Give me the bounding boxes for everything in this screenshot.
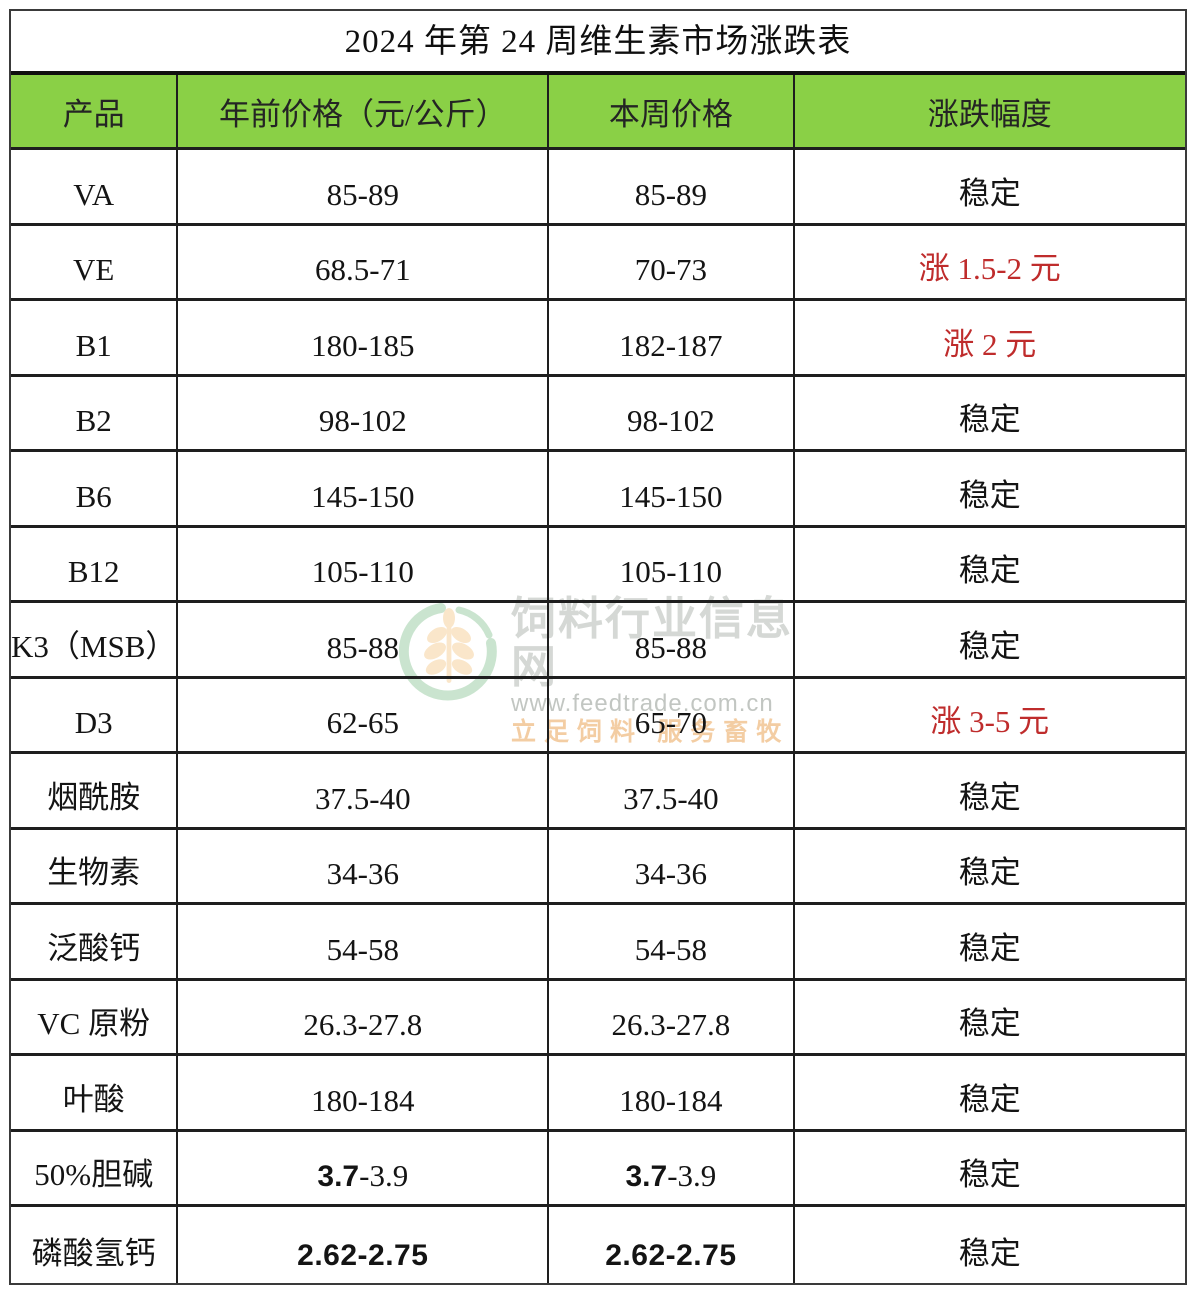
current-price-cell: 26.3-27.8 — [549, 980, 795, 1057]
prev-price-cell: 98-102 — [178, 376, 550, 453]
current-price-cell: 54-58 — [549, 905, 795, 981]
prev-price-cell: 105-110 — [178, 527, 550, 604]
product-cell: 50%胆碱 — [11, 1131, 179, 1208]
current-price-cell: 70-73 — [549, 225, 795, 302]
prev-price-cell: 54-58 — [178, 905, 550, 981]
product-cell: D3 — [11, 678, 179, 755]
change-cell: 稳定 — [794, 1132, 1185, 1208]
prev-price-cell: 145-150 — [178, 452, 550, 528]
product-cell: VA — [11, 150, 179, 226]
price-serif-part: -3.9 — [359, 1158, 409, 1194]
product-cell: B6 — [11, 452, 179, 528]
product-cell: 叶酸 — [11, 1056, 179, 1132]
change-cell: 涨 2 元 — [794, 301, 1185, 377]
change-cell: 涨 3-5 元 — [794, 679, 1185, 755]
change-cell: 涨 1.5-2 元 — [794, 226, 1185, 302]
current-price-cell: 37.5-40 — [549, 754, 795, 830]
table-title: 2024 年第 24 周维生素市场涨跌表 — [11, 11, 1185, 75]
change-cell: 稳定 — [794, 1056, 1185, 1132]
prev-price-cell: 37.5-40 — [178, 754, 550, 830]
change-cell: 稳定 — [794, 905, 1185, 981]
prev-price-cell: 34-36 — [178, 829, 550, 906]
current-price-cell: 65-70 — [549, 678, 795, 755]
change-cell: 稳定 — [794, 452, 1185, 528]
current-price-cell: 85-89 — [549, 150, 795, 226]
prev-price-cell: 2.62-2.75 — [178, 1207, 550, 1283]
prev-price-cell: 180-185 — [178, 301, 550, 377]
current-price-cell: 34-36 — [549, 829, 795, 906]
product-cell: B2 — [11, 376, 179, 453]
current-price-cell: 182-187 — [549, 301, 795, 377]
current-price-cell: 180-184 — [549, 1056, 795, 1132]
header-prev-price: 年前价格（元/公斤） — [178, 75, 550, 150]
product-cell: VC 原粉 — [11, 980, 179, 1057]
price-bold-part: 3.7 — [317, 1160, 360, 1194]
prev-price-cell: 180-184 — [178, 1056, 550, 1132]
product-cell: B1 — [11, 301, 179, 377]
change-cell: 稳定 — [794, 603, 1185, 679]
current-price-cell: 105-110 — [549, 527, 795, 604]
header-product: 产品 — [11, 75, 179, 150]
change-cell: 稳定 — [794, 150, 1185, 226]
product-cell: K3（MSB） — [11, 603, 179, 679]
change-cell: 稳定 — [794, 754, 1185, 830]
product-cell: VE — [11, 225, 179, 302]
change-cell: 稳定 — [958, 1235, 1021, 1271]
change-cell: 稳定 — [794, 981, 1185, 1057]
prev-price-cell: 85-89 — [178, 150, 550, 226]
table-grid: 2024 年第 24 周维生素市场涨跌表 产品 年前价格（元/公斤） 本周价格 … — [11, 11, 1185, 1283]
current-price-cell: 98-102 — [549, 376, 795, 453]
header-week-price: 本周价格 — [549, 75, 795, 150]
prev-price-cell: 26.3-27.8 — [178, 980, 550, 1057]
change-cell: 稳定 — [794, 528, 1185, 604]
current-price-cell: 2.62-2.75 — [549, 1207, 795, 1283]
prev-price-cell: 68.5-71 — [178, 225, 550, 302]
price-serif-part: -3.9 — [667, 1158, 717, 1194]
change-cell: 稳定 — [794, 377, 1185, 453]
price-bold-part: 3.7 — [625, 1160, 668, 1194]
product-cell: 泛酸钙 — [11, 905, 179, 981]
prev-price-cell: 3.7 -3.9 — [178, 1131, 550, 1208]
current-price-cell: 3.7 -3.9 — [549, 1131, 795, 1208]
header-change: 涨跌幅度 — [794, 75, 1185, 150]
change-cell: 稳定 — [794, 830, 1185, 906]
product-cell: 烟酰胺 — [11, 754, 179, 830]
product-cell: B12 — [11, 527, 179, 604]
prev-price-cell: 62-65 — [178, 678, 550, 755]
current-price-cell: 85-88 — [549, 603, 795, 679]
current-price-cell: 145-150 — [549, 452, 795, 528]
product-cell: 磷酸氢钙 — [11, 1207, 179, 1283]
vitamin-price-table: 饲料行业信息网 www.feedtrade.com.cn 立足饲料 服务畜牧 2… — [9, 9, 1187, 1285]
prev-price-cell: 85-88 — [178, 603, 550, 679]
product-cell: 生物素 — [11, 829, 179, 906]
